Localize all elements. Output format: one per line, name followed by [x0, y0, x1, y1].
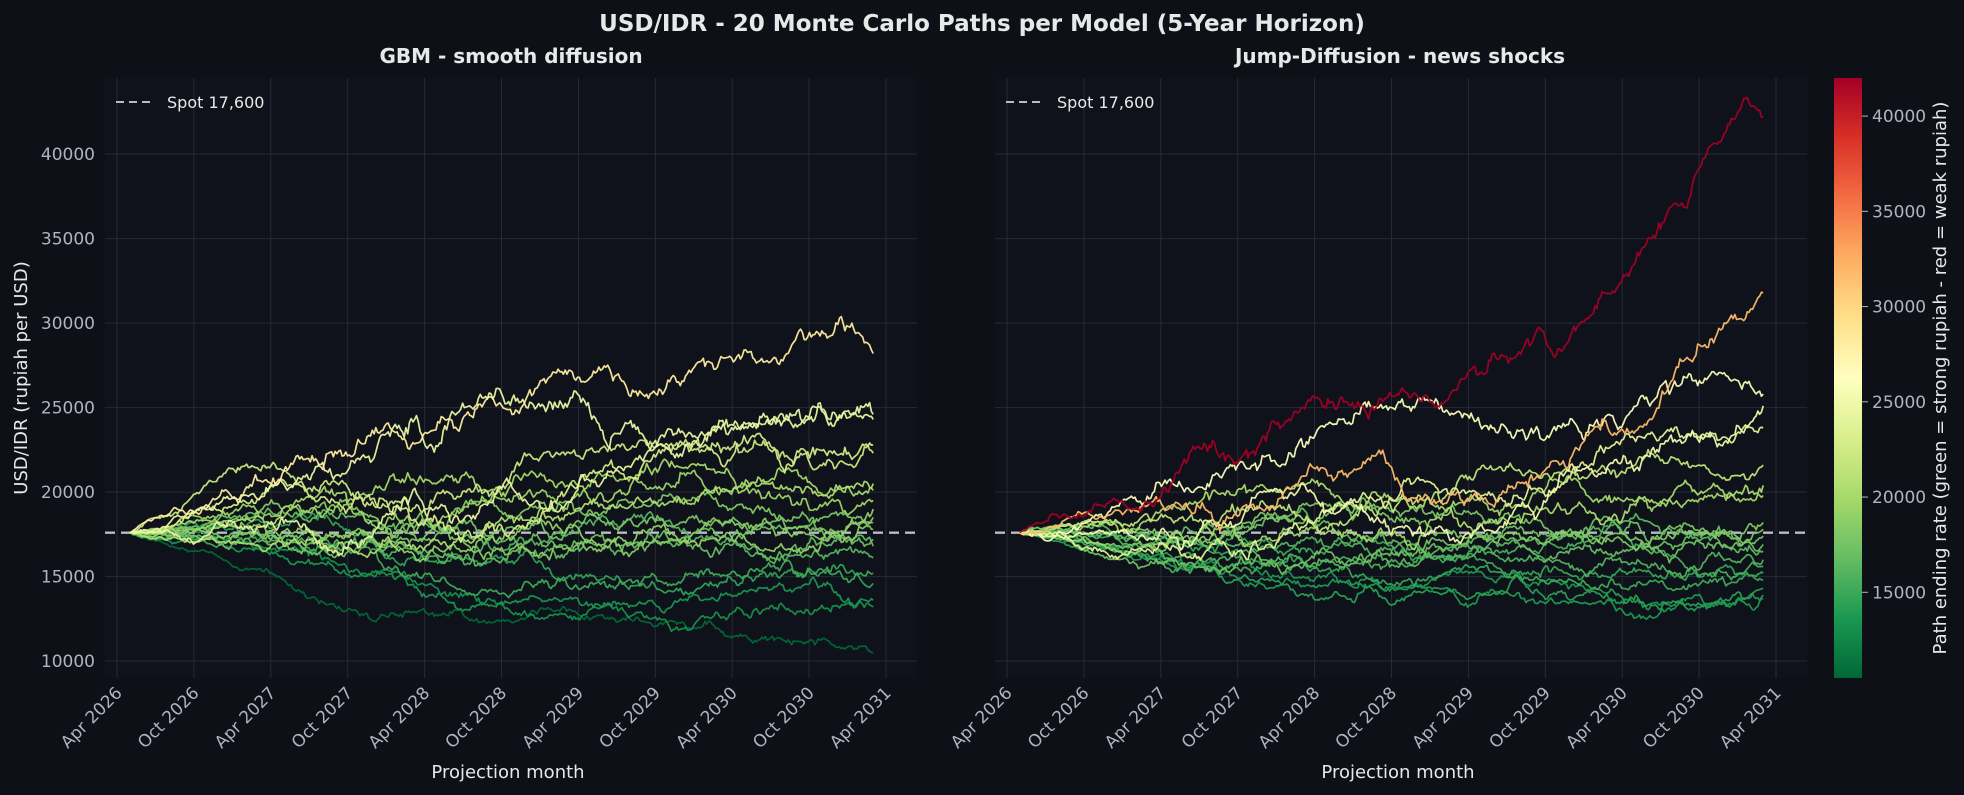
jump-diffusion-paths: [1019, 96, 1765, 620]
colorbar-tick-label: 40000: [1872, 107, 1926, 127]
simulated-path: [129, 531, 874, 567]
simulated-path: [129, 498, 874, 561]
gbm-legend: Spot 17,600: [116, 93, 264, 112]
simulated-path: [129, 315, 874, 534]
simulated-path: [1019, 531, 1764, 612]
gbm-x-axis-label: Projection month: [431, 762, 584, 783]
simulated-path: [129, 531, 874, 614]
simulated-path: [129, 530, 874, 599]
y-tick-label: 20000: [41, 483, 95, 503]
y-tick-label: 30000: [41, 314, 95, 334]
jump-diffusion-grid: [995, 78, 1807, 678]
colorbar-tick-label: 15000: [1872, 583, 1926, 603]
simulated-path: [1019, 478, 1765, 534]
gbm-panel-title: GBM - smooth diffusion: [379, 44, 642, 68]
jump-diffusion-legend-label: Spot 17,600: [1057, 93, 1154, 112]
figure-title: USD/IDR - 20 Monte Carlo Paths per Model…: [599, 11, 1365, 37]
jump-diffusion-panel-title: Jump-Diffusion - news shocks: [1233, 44, 1565, 68]
gbm-y-axis-label: USD/IDR (rupiah per USD): [11, 261, 32, 494]
gbm-y-tick-labels: 10000 15000 20000 25000 30000 35000 40000: [41, 145, 95, 672]
simulated-path: [1019, 96, 1764, 534]
colorbar-tick-label: 30000: [1872, 298, 1926, 318]
simulated-path: [129, 476, 874, 559]
colorbar-tick-label: 35000: [1872, 202, 1926, 222]
simulated-path: [129, 508, 875, 563]
simulated-path: [1019, 448, 1764, 534]
gbm-paths: [129, 315, 875, 654]
jump-diffusion-x-axis-label: Projection month: [1321, 762, 1474, 783]
simulated-path: [1019, 529, 1764, 592]
colorbar-tick-labels: 15000 20000 25000 30000 35000 40000: [1862, 107, 1926, 603]
gbm-grid: [105, 78, 917, 678]
colorbar-gradient: [1834, 78, 1862, 678]
simulated-path: [129, 510, 874, 566]
gbm-plot-area: [105, 78, 917, 678]
simulated-path: [1019, 424, 1764, 561]
simulated-path: [1019, 370, 1764, 542]
gbm-legend-label: Spot 17,600: [167, 93, 264, 112]
simulated-path: [129, 402, 874, 557]
jump-diffusion-panel: Apr 2026 Oct 2026 Apr 2027 Oct 2027 Apr 2028…: [947, 44, 1807, 783]
y-tick-label: 35000: [41, 230, 95, 250]
jump-diffusion-plot-area: [995, 78, 1807, 678]
y-tick-label: 25000: [41, 399, 95, 419]
simulated-path: [129, 432, 874, 544]
simulated-path: [129, 530, 874, 633]
simulated-path: [1019, 405, 1765, 551]
y-tick-label: 40000: [41, 145, 95, 165]
simulated-path: [129, 387, 874, 535]
jump-diffusion-legend: Spot 17,600: [1006, 93, 1154, 112]
simulated-path: [1019, 497, 1764, 546]
y-tick-label: 10000: [41, 652, 95, 672]
simulated-path: [129, 469, 874, 538]
simulated-path: [129, 531, 874, 654]
simulated-path: [129, 491, 874, 543]
simulated-path: [129, 458, 874, 534]
colorbar-tick-label: 25000: [1872, 393, 1926, 413]
simulated-path: [1019, 515, 1764, 575]
colorbar-tick-label: 20000: [1872, 488, 1926, 508]
colorbar-label: Path ending rate (green = strong rupiah …: [1930, 102, 1951, 655]
y-tick-label: 15000: [41, 568, 95, 588]
colorbar: 15000 20000 25000 30000 35000 40000 Path endi…: [1834, 78, 1951, 678]
